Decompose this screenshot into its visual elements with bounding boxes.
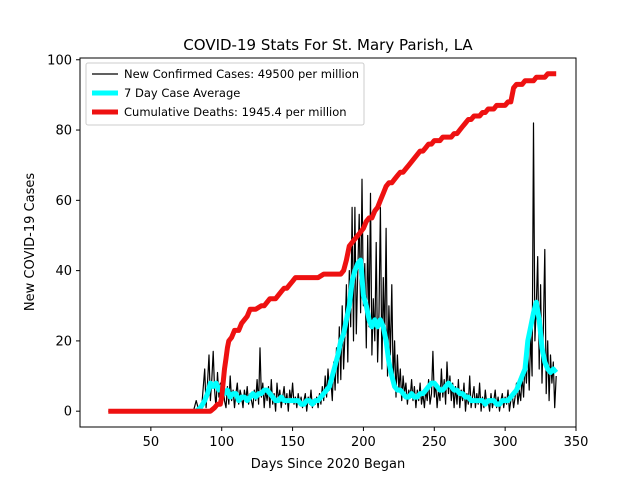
- x-tick-label: 100: [209, 435, 234, 450]
- chart-title: COVID-19 Stats For St. Mary Parish, LA: [183, 36, 473, 54]
- legend-label-cumulative-deaths: Cumulative Deaths: 1945.4 per million: [124, 105, 347, 119]
- y-tick-label: 0: [64, 405, 72, 420]
- ticks-layer: 50 100 150 200 250 300 350 0 20 40 60 80 100: [47, 53, 588, 450]
- y-axis-label: New COVID-19 Cases: [23, 173, 38, 311]
- y-tick-label: 80: [55, 124, 72, 139]
- x-tick-label: 150: [280, 435, 305, 450]
- plot-frame: [79, 57, 577, 428]
- y-tick-label: 40: [55, 264, 72, 279]
- series-layer: [108, 71, 559, 414]
- legend-label-new-cases: New Confirmed Cases: 49500 per million: [124, 67, 359, 81]
- y-tick-label: 60: [55, 194, 72, 209]
- legend-box: [85, 62, 365, 126]
- x-tick-label: 50: [143, 435, 160, 450]
- y-tick-label: 20: [55, 334, 72, 349]
- series-line-cumulative-deaths: [108, 71, 557, 414]
- legend: New Confirmed Cases: 49500 per million 7…: [85, 62, 365, 126]
- x-axis-label: Days Since 2020 Began: [251, 457, 406, 472]
- series-line-7-day-average: [194, 257, 559, 414]
- x-tick-label: 350: [564, 435, 589, 450]
- x-tick-label: 300: [493, 435, 518, 450]
- y-tick-label: 100: [47, 53, 72, 68]
- legend-label-7-day-average: 7 Day Case Average: [124, 86, 240, 100]
- x-tick-label: 200: [351, 435, 376, 450]
- x-tick-label: 250: [422, 435, 447, 450]
